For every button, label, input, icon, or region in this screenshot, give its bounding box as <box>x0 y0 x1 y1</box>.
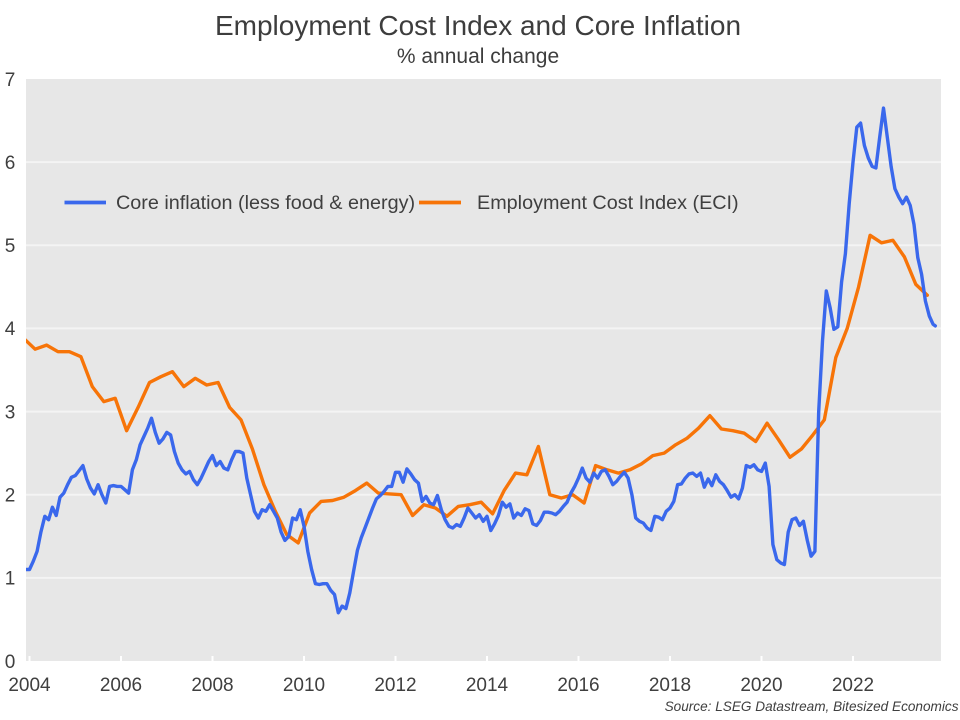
svg-text:2022: 2022 <box>832 675 874 696</box>
svg-text:2020: 2020 <box>740 675 782 696</box>
svg-text:6: 6 <box>5 153 16 174</box>
svg-text:2006: 2006 <box>100 675 142 696</box>
svg-text:3: 3 <box>5 402 16 423</box>
svg-text:7: 7 <box>5 70 16 91</box>
svg-text:2: 2 <box>5 486 16 507</box>
svg-text:2012: 2012 <box>374 675 416 696</box>
svg-text:2004: 2004 <box>8 675 51 696</box>
svg-text:2008: 2008 <box>191 675 233 696</box>
svg-text:1: 1 <box>5 569 16 590</box>
svg-text:Employment Cost Index and Core: Employment Cost Index and Core Inflation <box>215 10 741 41</box>
svg-text:2016: 2016 <box>557 675 599 696</box>
svg-text:2018: 2018 <box>649 675 691 696</box>
svg-text:Source: LSEG Datastream, Bites: Source: LSEG Datastream, Bitesized Econo… <box>665 699 959 714</box>
svg-text:Employment Cost Index (ECI): Employment Cost Index (ECI) <box>477 192 739 214</box>
svg-text:% annual change: % annual change <box>397 45 559 68</box>
svg-text:0: 0 <box>5 652 16 673</box>
svg-text:4: 4 <box>5 319 16 340</box>
svg-text:Core inflation (less food & en: Core inflation (less food & energy) <box>116 192 415 214</box>
svg-text:2010: 2010 <box>283 675 325 696</box>
svg-text:5: 5 <box>5 236 16 257</box>
svg-text:2014: 2014 <box>466 675 509 696</box>
